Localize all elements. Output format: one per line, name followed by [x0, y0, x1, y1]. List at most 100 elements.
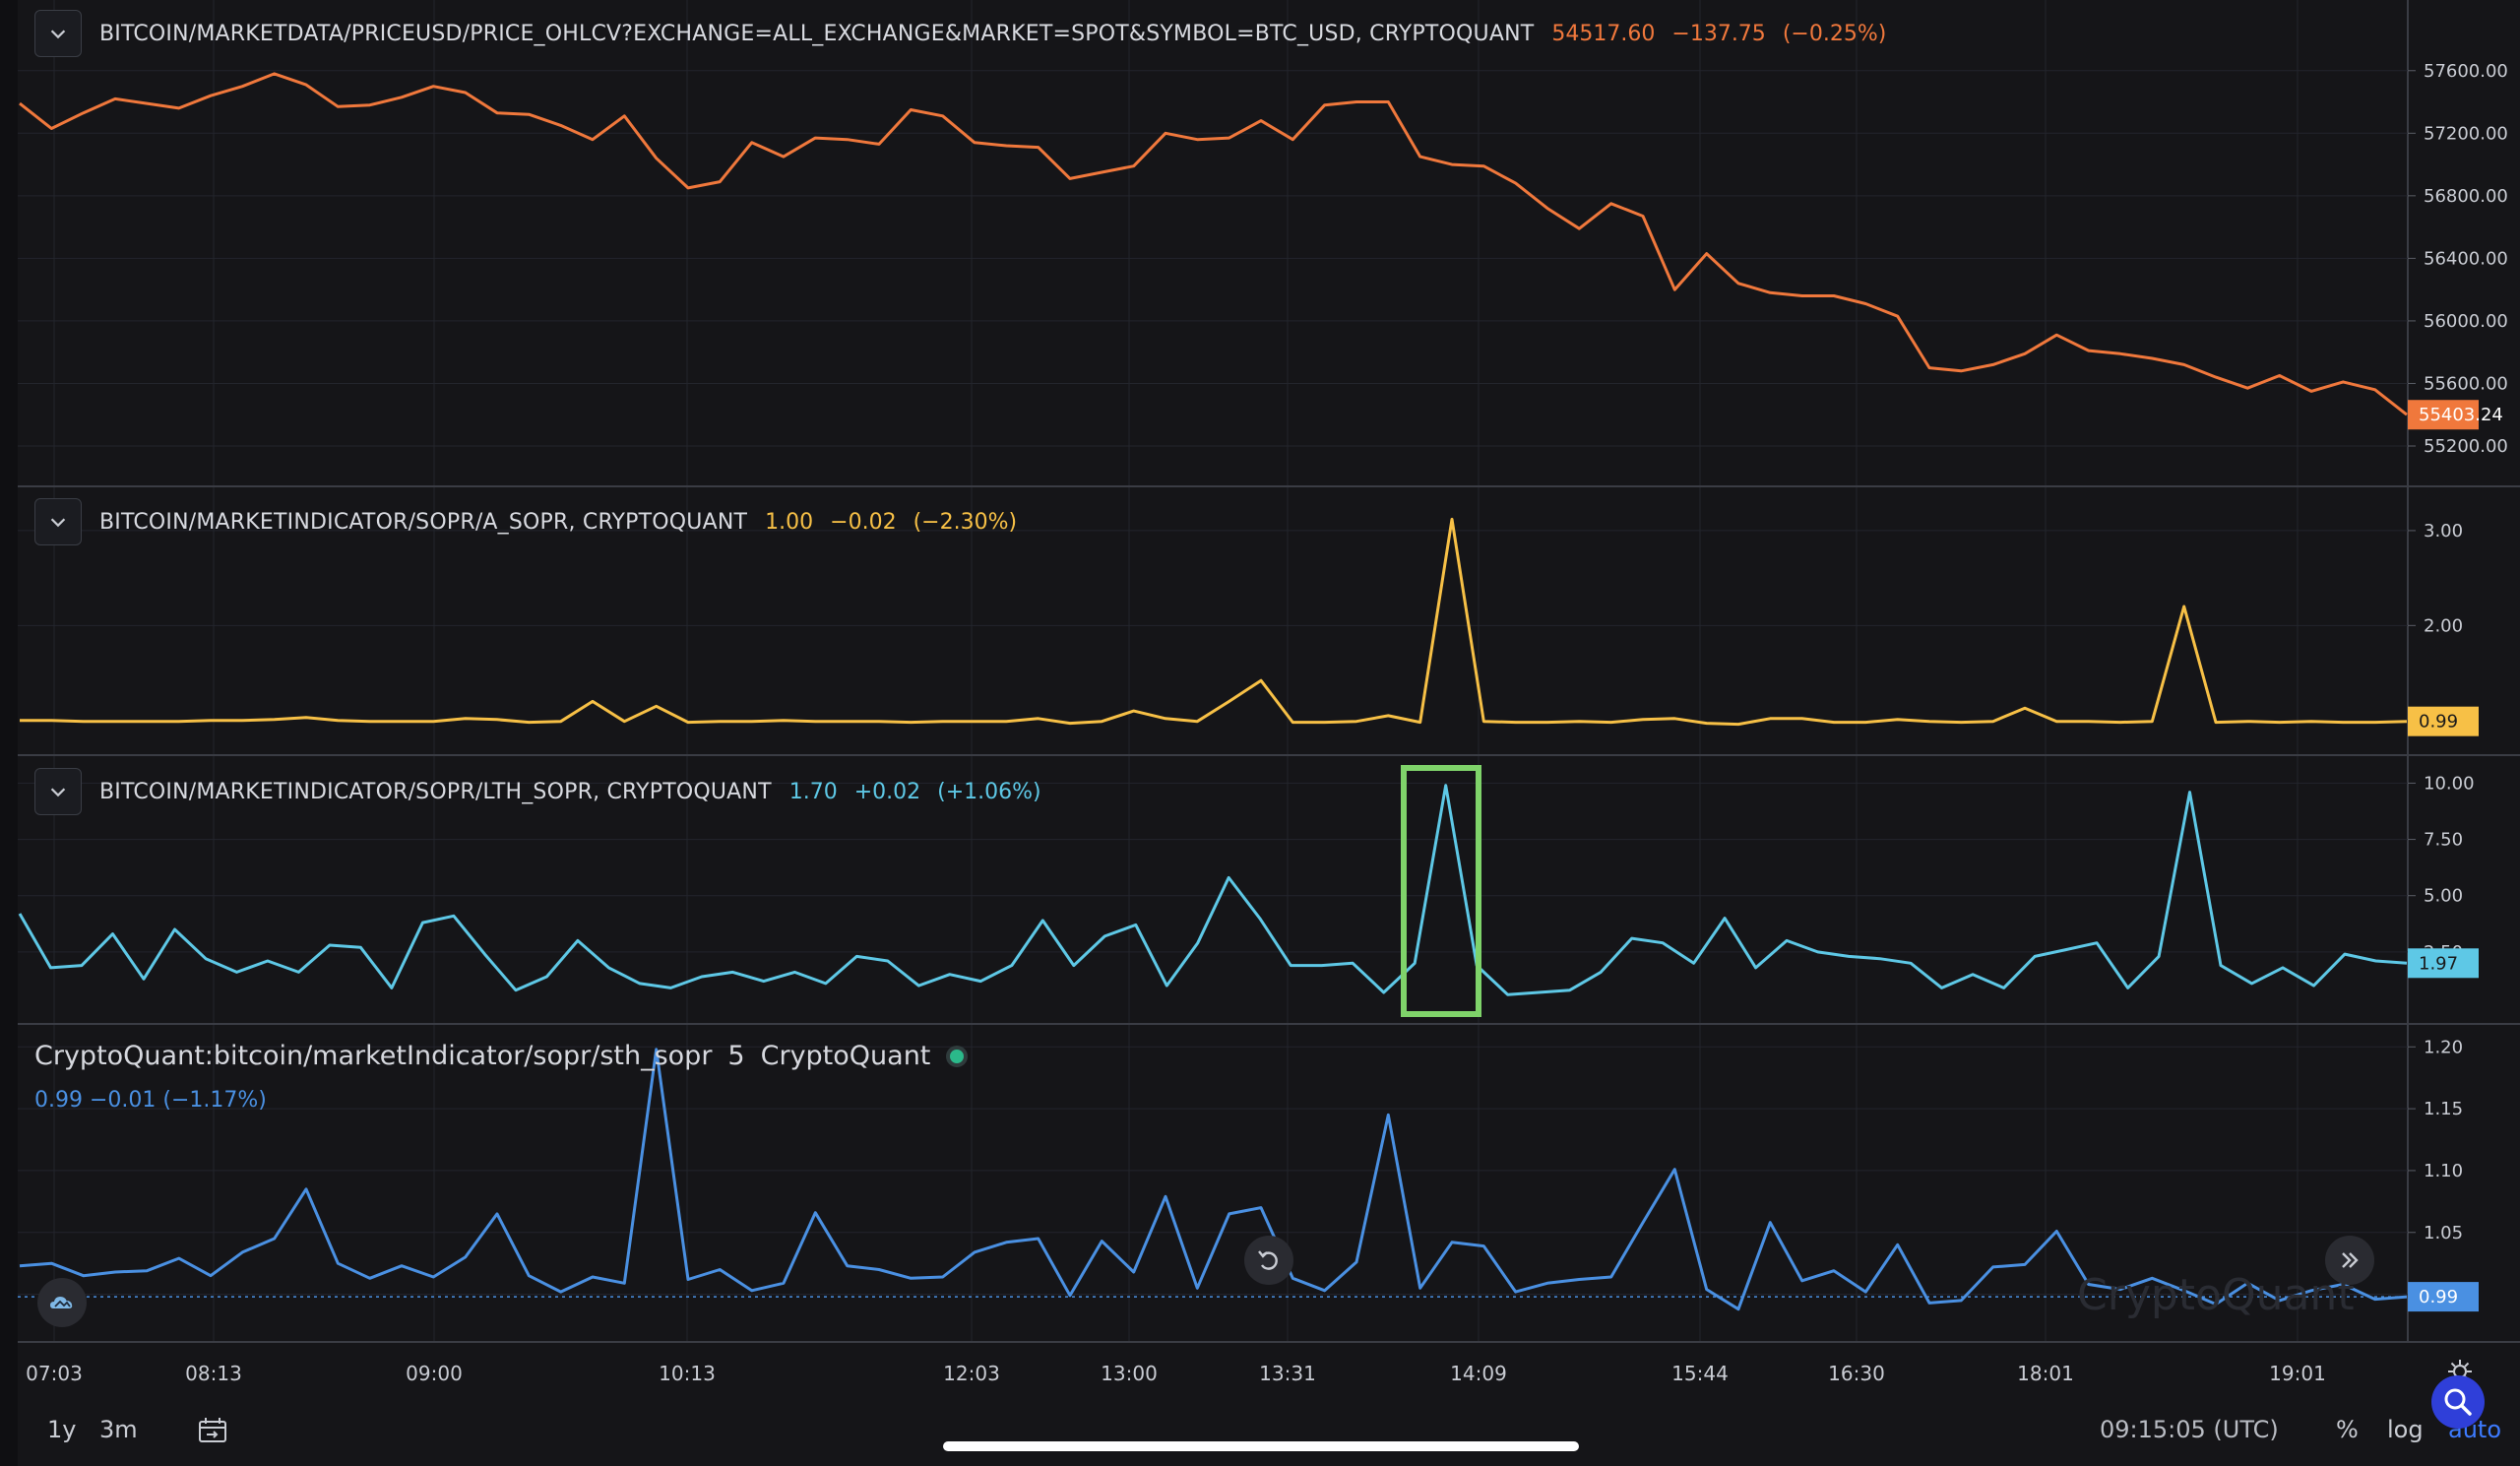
sth_sopr-last-value-badge — [2408, 1282, 2479, 1312]
lth_sopr-data-point — [1413, 961, 1417, 965]
a_sopr-data-point — [750, 720, 754, 724]
lth_sopr-data-point — [948, 973, 952, 977]
a-sopr-change: −0.02 — [830, 509, 897, 535]
sth_sopr-data-point — [464, 1255, 468, 1259]
lth_sopr-data-point — [1971, 973, 1975, 977]
a_sopr-data-point — [1386, 714, 1390, 718]
lth_sopr-data-point — [730, 970, 734, 974]
sth_sopr-axis-label: 1.20 — [2424, 1037, 2463, 1057]
a_sopr-data-point — [1164, 717, 1167, 721]
a_sopr-data-point — [2054, 720, 2058, 724]
a_sopr-data-point — [113, 720, 117, 724]
percent-scale-toggle[interactable]: % — [2336, 1416, 2359, 1443]
lth_sopr-data-point — [2250, 982, 2254, 986]
price-data-point — [1768, 290, 1772, 294]
price-data-point — [1259, 119, 1263, 123]
price-data-point — [464, 91, 468, 95]
a_sopr-data-point — [49, 719, 53, 723]
a_sopr-data-point — [2087, 720, 2091, 724]
lth_sopr-data-point — [886, 959, 890, 963]
lth_sopr-data-point — [1134, 923, 1138, 926]
price-data-point — [495, 111, 499, 115]
sth_sopr-data-point — [686, 1278, 690, 1282]
sth_sopr-data-point — [750, 1289, 754, 1293]
date-range-button[interactable] — [195, 1416, 230, 1445]
price-data-point — [1991, 362, 1995, 366]
price-data-point — [113, 96, 117, 100]
range-3m-button[interactable]: 3m — [99, 1416, 138, 1443]
sth_sopr-data-point — [1959, 1299, 1963, 1303]
price-data-point — [559, 123, 563, 127]
rotate-ccw-icon — [1258, 1250, 1278, 1270]
sth_sopr-data-point — [1577, 1278, 1581, 1282]
a_sopr-data-point — [1100, 720, 1103, 724]
a-sopr-collapse-button[interactable] — [34, 498, 82, 545]
time-axis-label: 08:13 — [185, 1362, 242, 1385]
a_sopr-data-point — [495, 718, 499, 722]
sth-sopr-source: CryptoQuant — [760, 1041, 931, 1071]
time-axis-label: 13:31 — [1259, 1362, 1316, 1385]
price-data-point — [1863, 301, 1867, 305]
price-data-point — [2118, 351, 2122, 355]
a_sopr-data-point — [813, 720, 817, 724]
lth_sopr-data-point — [1754, 966, 1758, 970]
lth_sopr-data-point — [916, 984, 920, 988]
sth-sopr-pane-legend: CryptoQuant:bitcoin/marketIndicator/sopr… — [34, 1041, 969, 1071]
price-data-point — [2214, 375, 2218, 379]
a_sopr-data-point — [782, 719, 786, 723]
lth_sopr-data-point — [1351, 961, 1354, 965]
price-data-point — [1100, 170, 1103, 174]
price-data-point — [431, 85, 435, 89]
lth-sopr-collapse-button[interactable] — [34, 768, 82, 815]
sth_sopr-data-point — [1386, 1113, 1390, 1116]
price-data-point — [240, 85, 244, 89]
scroll-to-realtime-button[interactable] — [2325, 1236, 2374, 1285]
price-data-point — [273, 72, 277, 76]
sth_sopr-data-point — [1418, 1286, 1422, 1290]
price-axis-label: 56400.00 — [2424, 248, 2508, 269]
sth_sopr-data-point — [591, 1275, 595, 1279]
log-scale-toggle[interactable]: log — [2387, 1416, 2424, 1443]
sth_sopr-data-point — [1672, 1168, 1676, 1172]
price-last-value-badge — [2408, 400, 2479, 430]
time-axis-label: 18:01 — [2017, 1362, 2074, 1385]
price-data-point — [400, 96, 404, 99]
sth_sopr-data-point — [1609, 1275, 1613, 1279]
left-edge-strip — [0, 0, 18, 1466]
a-sopr-values: 1.00 −0.02 (−2.30%) — [765, 510, 1027, 535]
lth_sopr-data-point — [1102, 934, 1106, 938]
a_sopr-data-point — [18, 719, 22, 723]
lth_sopr-last-value-badge-text: 1.97 — [2419, 953, 2458, 974]
a_sopr-data-point — [1609, 721, 1613, 725]
price-data-point — [1228, 136, 1231, 140]
a_sopr-data-point — [1068, 722, 1072, 726]
lth_sopr-data-point — [2312, 984, 2316, 988]
lth_sopr-data-point — [544, 975, 548, 979]
zoom-button[interactable] — [2431, 1375, 2485, 1429]
lth_sopr-data-point — [762, 980, 766, 984]
cloud-logo-button[interactable] — [37, 1278, 87, 1327]
sth_sopr-data-point — [527, 1274, 531, 1278]
lth_sopr-data-point — [234, 970, 238, 974]
lth_sopr-data-point — [142, 977, 146, 981]
sth_sopr-data-point — [2023, 1262, 2027, 1266]
price-data-point — [336, 104, 340, 108]
price-data-point — [2341, 380, 2345, 384]
a_sopr-data-point — [209, 719, 213, 723]
sth_sopr-data-point — [1195, 1286, 1199, 1290]
sth-sopr-values: 0.99 −0.01 (−1.17%) — [34, 1088, 267, 1113]
a_sopr-data-point — [1863, 721, 1867, 725]
price-collapse-button[interactable] — [34, 10, 82, 57]
price-data-point — [1164, 131, 1167, 135]
price-data-point — [2023, 351, 2027, 355]
range-1y-button[interactable]: 1y — [47, 1416, 77, 1443]
price-data-point — [1927, 366, 1931, 370]
reset-chart-button[interactable] — [1244, 1236, 1293, 1285]
sth_sopr-data-point — [1037, 1237, 1040, 1241]
price-data-point — [1354, 100, 1358, 104]
lth_sopr-data-point — [452, 914, 456, 918]
lth_sopr-data-point — [2002, 986, 2006, 989]
lth_sopr-data-point — [668, 986, 672, 989]
